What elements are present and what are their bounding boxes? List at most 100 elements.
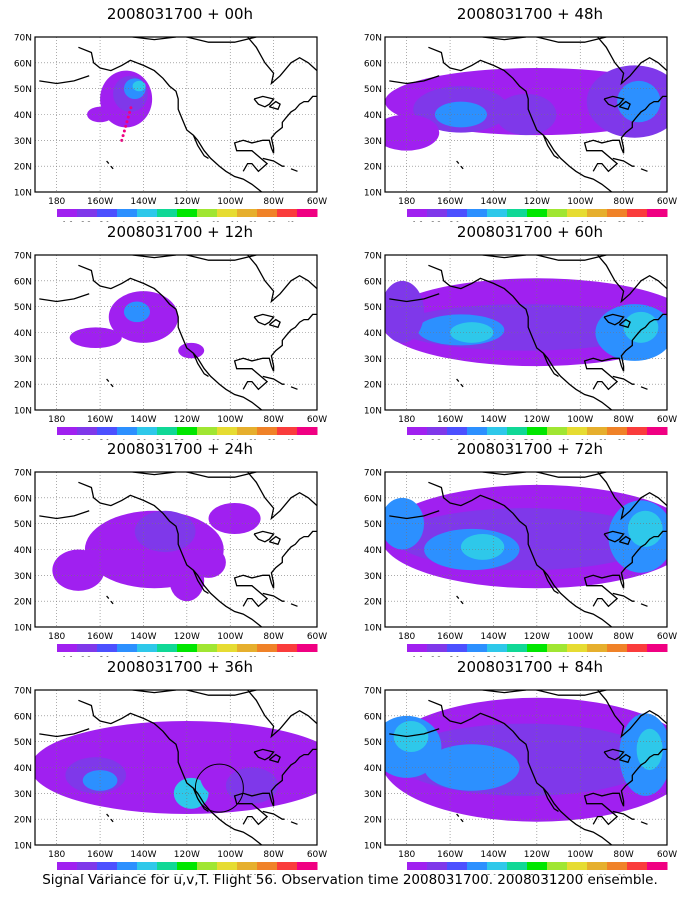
map-panel-5: 2008031700 + 24h 70N 60N 50N 40N 30N 20N 10N 180… <box>0 440 327 657</box>
coastlines <box>39 472 317 627</box>
lat-tick-label: 40N <box>364 764 382 774</box>
lat-tick-label: 50N <box>14 303 32 313</box>
legend-swatch <box>427 209 448 217</box>
legend-label: 6.3 <box>155 655 165 657</box>
lon-tick-label: 100W <box>567 197 593 207</box>
lon-tick-label: 100W <box>217 197 243 207</box>
legend-swatch <box>627 209 648 217</box>
contour-region <box>69 327 122 348</box>
contour-region <box>178 342 205 359</box>
lat-tick-label: 50N <box>364 520 382 530</box>
legend-label: 1.6 <box>62 655 72 657</box>
lon-tick-label: 60W <box>307 197 327 207</box>
forecast-map: 70N 60N 50N 40N 30N 20N 10N 180 160W 140W 120W 100W… <box>14 252 327 441</box>
lat-tick-label: 40N <box>14 329 32 339</box>
color-legend: 1.6 2.2 3.1 4 5.1 6.3 7.5 9 11 14 21 29 40 <box>57 644 318 657</box>
variance-contours <box>385 278 667 367</box>
lon-tick-label: 80W <box>263 415 283 425</box>
legend-swatch <box>157 644 178 652</box>
legend-swatch <box>607 644 628 652</box>
legend-swatch <box>197 209 218 217</box>
lon-tick-label: 180 <box>48 632 65 642</box>
legend-label: 5.1 <box>137 655 147 657</box>
legend-label: 14 <box>581 873 589 875</box>
lat-tick-label: 30N <box>14 572 32 582</box>
legend-label: 9 <box>546 655 550 657</box>
legend-swatch <box>197 862 218 870</box>
legend-swatch <box>157 209 178 217</box>
lon-tick-label: 140W <box>480 850 506 860</box>
lat-tick-label: 30N <box>364 137 382 147</box>
legend-label: 4 <box>121 655 125 657</box>
legend-label: 6.3 <box>155 873 165 875</box>
color-legend: 1.6 2.2 3.1 4 5.1 6.3 7.5 9 11 14 21 29 40 <box>407 427 668 440</box>
legend-label: 2.2 <box>81 873 91 875</box>
lat-tick-label: 10N <box>14 842 32 852</box>
forecast-map: 70N 60N 50N 40N 30N 20N 10N 180 160W 140W 120W 100W… <box>14 34 327 223</box>
lat-tick-label: 70N <box>364 469 382 479</box>
coastlines <box>39 255 317 410</box>
legend-label: 29 <box>268 655 276 657</box>
forecast-map: 70N 60N 50N 40N 30N 20N 10N 180 160W 140W 120W 100W… <box>364 252 677 441</box>
lon-tick-label: 160W <box>87 850 113 860</box>
legend-label: 9 <box>546 220 550 222</box>
legend-label: 14 <box>231 655 239 657</box>
variance-contours <box>385 484 667 589</box>
legend-label: 6.3 <box>155 438 165 440</box>
legend-swatch <box>217 862 238 870</box>
track-point <box>125 120 129 124</box>
lon-tick-label: 100W <box>567 850 593 860</box>
lat-tick-label: 50N <box>14 520 32 530</box>
legend-label: 2.2 <box>81 655 91 657</box>
legend-label: 4 <box>121 873 125 875</box>
lat-tick-label: 60N <box>14 59 32 69</box>
legend-label: 4 <box>471 220 475 222</box>
legend-label: 6.3 <box>505 873 515 875</box>
legend-label: 7.5 <box>174 873 184 875</box>
legend-swatch <box>117 644 138 652</box>
legend-label: 5.1 <box>487 438 497 440</box>
highlight-ring <box>194 763 244 813</box>
legend-swatch <box>407 209 428 217</box>
color-legend: 1.6 2.2 3.1 4 5.1 6.3 7.5 9 11 14 21 29 40 <box>407 209 668 222</box>
legend-swatch <box>427 427 448 435</box>
map-panel-2: 2008031700 + 48h 70N 60N 50N 40N 30N 20N 10N 180… <box>350 5 677 222</box>
forecast-map: 70N 60N 50N 40N 30N 20N 10N 180 160W 140W 120W 100W… <box>14 469 327 658</box>
lon-tick-label: 100W <box>217 632 243 642</box>
lat-tick-label: 40N <box>364 111 382 121</box>
lat-tick-label: 70N <box>14 469 32 479</box>
legend-swatch <box>217 644 238 652</box>
track-point <box>129 106 133 110</box>
legend-label: 5.1 <box>137 873 147 875</box>
legend-label: 1.6 <box>62 438 72 440</box>
legend-label: 2.2 <box>81 438 91 440</box>
panel-title-60h: 2008031700 + 60h <box>456 223 604 241</box>
contour-region <box>385 497 425 550</box>
legend-swatch <box>427 862 448 870</box>
legend-swatch <box>547 644 568 652</box>
lat-tick-label: 40N <box>364 329 382 339</box>
lon-tick-label: 100W <box>217 415 243 425</box>
lat-tick-label: 40N <box>14 111 32 121</box>
legend-swatch <box>487 427 508 435</box>
legend-swatch <box>407 427 428 435</box>
lat-tick-label: 20N <box>364 816 382 826</box>
grid-lines <box>385 690 667 845</box>
legend-swatch <box>197 427 218 435</box>
legend-label: 40 <box>636 655 644 657</box>
lon-tick-label: 140W <box>480 197 506 207</box>
legend-label: 4 <box>471 655 475 657</box>
lon-tick-label: 80W <box>613 632 633 642</box>
lon-tick-label: 80W <box>613 415 633 425</box>
legend-swatch <box>137 209 158 217</box>
legend-label: 5.1 <box>487 220 497 222</box>
legend-swatch <box>117 209 138 217</box>
lat-tick-label: 60N <box>14 277 32 287</box>
legend-label: 6.3 <box>155 220 165 222</box>
lon-tick-label: 60W <box>307 415 327 425</box>
map-panel-4: 2008031700 + 60h 70N 60N 50N 40N 30N 20N 10N 180… <box>350 223 677 440</box>
lon-tick-label: 60W <box>657 197 677 207</box>
lat-tick-label: 20N <box>364 163 382 173</box>
contour-region <box>623 311 659 343</box>
legend-swatch <box>257 427 278 435</box>
